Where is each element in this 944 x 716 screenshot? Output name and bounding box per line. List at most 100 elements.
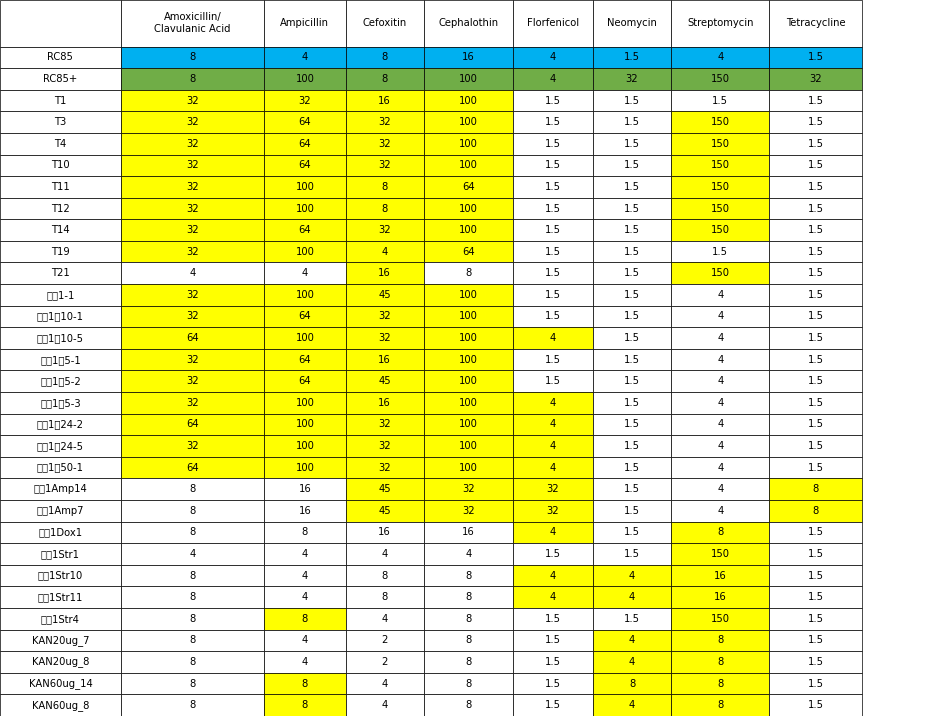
- Bar: [513, 90, 593, 111]
- Bar: [593, 68, 671, 90]
- Bar: [346, 478, 424, 500]
- Bar: [0, 629, 121, 652]
- Bar: [671, 176, 769, 198]
- Text: 1.5: 1.5: [624, 311, 640, 321]
- Bar: [593, 457, 671, 478]
- Text: 8: 8: [381, 203, 388, 213]
- Text: 내앹1Str1: 내앹1Str1: [41, 549, 80, 559]
- Text: 1.5: 1.5: [624, 614, 640, 624]
- Bar: [593, 500, 671, 522]
- Bar: [346, 176, 424, 198]
- Text: 100: 100: [459, 117, 478, 127]
- Bar: [0, 176, 121, 198]
- Text: 32: 32: [547, 505, 559, 516]
- Bar: [513, 349, 593, 370]
- Text: 1.5: 1.5: [808, 441, 823, 451]
- Bar: [264, 133, 346, 155]
- Bar: [424, 198, 513, 219]
- Bar: [264, 90, 346, 111]
- Bar: [769, 349, 862, 370]
- Text: KAN20ug_7: KAN20ug_7: [32, 635, 89, 646]
- Bar: [264, 695, 346, 716]
- Bar: [121, 219, 264, 241]
- Text: 100: 100: [459, 377, 478, 386]
- Bar: [424, 284, 513, 306]
- Bar: [769, 155, 862, 176]
- Bar: [346, 198, 424, 219]
- Bar: [671, 586, 769, 608]
- Text: 내앹1Amp14: 내앹1Amp14: [34, 484, 87, 494]
- Bar: [264, 241, 346, 263]
- Bar: [424, 478, 513, 500]
- Bar: [0, 478, 121, 500]
- Text: 1.5: 1.5: [808, 657, 823, 667]
- Text: 1.5: 1.5: [624, 549, 640, 559]
- Text: 64: 64: [186, 333, 199, 343]
- Text: 4: 4: [717, 311, 723, 321]
- Bar: [593, 370, 671, 392]
- Text: 1.5: 1.5: [808, 700, 823, 710]
- Bar: [264, 370, 346, 392]
- Bar: [346, 673, 424, 695]
- Text: RC85: RC85: [47, 52, 74, 62]
- Bar: [769, 0, 862, 47]
- Bar: [121, 608, 264, 629]
- Bar: [769, 695, 862, 716]
- Bar: [424, 392, 513, 414]
- Bar: [264, 198, 346, 219]
- Text: 16: 16: [379, 528, 391, 538]
- Text: 32: 32: [186, 247, 199, 257]
- Bar: [769, 565, 862, 586]
- Text: 1.5: 1.5: [808, 311, 823, 321]
- Bar: [671, 500, 769, 522]
- Text: 1.5: 1.5: [624, 441, 640, 451]
- Bar: [593, 652, 671, 673]
- Bar: [121, 284, 264, 306]
- Text: 1.5: 1.5: [624, 117, 640, 127]
- Text: 4: 4: [549, 463, 556, 473]
- Bar: [769, 608, 862, 629]
- Bar: [264, 652, 346, 673]
- Text: 32: 32: [186, 441, 199, 451]
- Text: 4: 4: [302, 549, 308, 559]
- Text: 1.5: 1.5: [713, 247, 728, 257]
- Bar: [264, 435, 346, 457]
- Text: 내앹1-1: 내앹1-1: [46, 290, 75, 300]
- Text: 32: 32: [186, 398, 199, 408]
- Bar: [0, 241, 121, 263]
- Bar: [671, 652, 769, 673]
- Bar: [264, 176, 346, 198]
- Bar: [671, 284, 769, 306]
- Text: 1.5: 1.5: [545, 549, 561, 559]
- Bar: [513, 629, 593, 652]
- Text: 8: 8: [190, 74, 195, 84]
- Bar: [424, 68, 513, 90]
- Text: Florfenicol: Florfenicol: [527, 19, 579, 28]
- Text: 100: 100: [295, 441, 314, 451]
- Text: T11: T11: [51, 182, 70, 192]
- Text: 100: 100: [459, 225, 478, 235]
- Bar: [121, 478, 264, 500]
- Text: 100: 100: [459, 74, 478, 84]
- Text: 1.5: 1.5: [545, 139, 561, 149]
- Bar: [671, 155, 769, 176]
- Bar: [121, 68, 264, 90]
- Text: 1.5: 1.5: [713, 95, 728, 105]
- Bar: [769, 90, 862, 111]
- Bar: [513, 652, 593, 673]
- Text: 1.5: 1.5: [624, 505, 640, 516]
- Bar: [424, 111, 513, 133]
- Text: 4: 4: [549, 571, 556, 581]
- Text: 1.5: 1.5: [624, 268, 640, 279]
- Bar: [424, 176, 513, 198]
- Text: 16: 16: [462, 528, 475, 538]
- Text: 4: 4: [549, 592, 556, 602]
- Bar: [0, 90, 121, 111]
- Bar: [0, 0, 121, 47]
- Text: 2: 2: [381, 657, 388, 667]
- Bar: [671, 478, 769, 500]
- Text: 4: 4: [549, 333, 556, 343]
- Text: 64: 64: [298, 139, 312, 149]
- Bar: [424, 457, 513, 478]
- Bar: [121, 500, 264, 522]
